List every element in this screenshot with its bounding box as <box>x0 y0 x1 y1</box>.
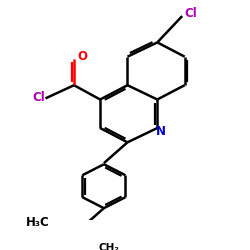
Text: O: O <box>77 50 87 63</box>
Text: CH₂: CH₂ <box>99 243 120 250</box>
Text: N: N <box>156 125 166 138</box>
Text: Cl: Cl <box>33 91 46 104</box>
Text: Cl: Cl <box>184 7 197 20</box>
Text: H₃C: H₃C <box>26 216 49 229</box>
